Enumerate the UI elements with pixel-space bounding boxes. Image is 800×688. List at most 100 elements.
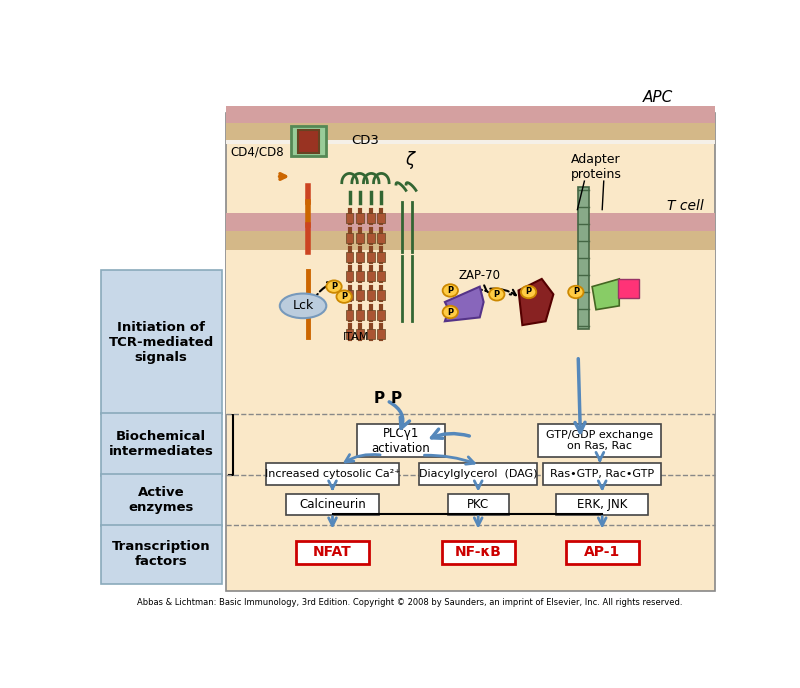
FancyBboxPatch shape [101,475,222,526]
Text: ζ: ζ [406,151,414,169]
Bar [226,106,715,140]
Polygon shape [592,279,619,310]
Text: AP-1: AP-1 [584,546,620,559]
Text: GTP/GDP exchange
on Ras, Rac: GTP/GDP exchange on Ras, Rac [546,430,654,451]
Bar [346,271,354,281]
Bar [578,186,589,329]
FancyBboxPatch shape [226,231,715,252]
Text: NF-κB: NF-κB [454,546,502,559]
Bar [346,252,354,262]
Bar [367,213,375,224]
Polygon shape [518,279,554,325]
Bar [346,233,354,243]
FancyBboxPatch shape [419,463,537,484]
Text: P: P [374,391,385,406]
Text: P: P [526,288,532,297]
FancyBboxPatch shape [266,463,399,484]
FancyBboxPatch shape [442,541,514,563]
Bar [356,310,363,320]
FancyBboxPatch shape [101,413,222,476]
Bar [356,233,363,243]
FancyBboxPatch shape [298,129,319,153]
FancyBboxPatch shape [556,494,648,515]
Bar [356,252,363,262]
FancyBboxPatch shape [226,213,715,233]
Bar [356,271,363,281]
Text: P: P [447,308,454,316]
Text: ERK, JNK: ERK, JNK [577,498,627,511]
Bar [226,114,715,591]
Text: T cell: T cell [666,199,703,213]
FancyBboxPatch shape [538,424,662,457]
Bar [356,329,363,339]
Bar [226,106,715,144]
Bar [378,213,386,224]
Bar [367,290,375,301]
Text: CD4/CD8: CD4/CD8 [230,145,284,158]
Text: P: P [331,282,337,291]
Bar [356,213,363,224]
FancyBboxPatch shape [291,126,326,156]
Bar [367,271,375,281]
FancyBboxPatch shape [302,137,315,147]
Bar [367,252,375,262]
Bar [618,279,639,298]
FancyBboxPatch shape [566,541,638,563]
Bar [367,233,375,243]
Text: ITAM: ITAM [342,332,369,342]
Bar [346,310,354,320]
Bar [346,213,354,224]
Ellipse shape [521,286,536,298]
Bar [378,233,386,243]
FancyBboxPatch shape [296,541,369,563]
Text: Adapter
proteins: Adapter proteins [570,153,622,181]
Bar [356,290,363,301]
Ellipse shape [326,281,342,293]
FancyBboxPatch shape [447,494,509,515]
Bar [367,310,375,320]
Bar [226,250,715,413]
Text: Ras•GTP, Rac•GTP: Ras•GTP, Rac•GTP [550,469,654,479]
Ellipse shape [280,294,326,318]
FancyBboxPatch shape [286,494,378,515]
Text: Abbas & Lichtman: Basic Immunology, 3rd Edition. Copyright © 2008 by Saunders, a: Abbas & Lichtman: Basic Immunology, 3rd … [138,598,682,607]
Text: PLCγ1
activation: PLCγ1 activation [371,427,430,455]
Text: Lck: Lck [293,299,314,312]
Text: P: P [494,290,500,299]
Bar [378,290,386,301]
FancyBboxPatch shape [543,463,661,484]
Text: P: P [390,391,402,406]
Text: Increased cytosolic Ca²⁺: Increased cytosolic Ca²⁺ [265,469,400,479]
Text: Diacylglycerol  (DAG): Diacylglycerol (DAG) [419,469,538,479]
Text: Calcineurin: Calcineurin [299,498,366,511]
FancyBboxPatch shape [357,424,445,457]
Ellipse shape [337,290,352,303]
Ellipse shape [442,305,458,319]
FancyBboxPatch shape [226,106,715,125]
Bar [378,271,386,281]
Bar [367,329,375,339]
Bar [378,329,386,339]
FancyBboxPatch shape [101,270,222,414]
Text: P: P [447,286,454,295]
Bar [346,290,354,301]
Bar [346,329,354,339]
Text: Active
enzymes: Active enzymes [129,486,194,515]
Text: ZAP-70: ZAP-70 [458,268,500,281]
FancyBboxPatch shape [226,123,715,140]
Text: P: P [341,292,347,301]
Bar [378,310,386,320]
Ellipse shape [568,286,583,298]
Text: NFAT: NFAT [313,546,352,559]
Ellipse shape [442,284,458,297]
Text: PKC: PKC [467,498,490,511]
Text: Initiation of
TCR-mediated
signals: Initiation of TCR-mediated signals [109,321,214,364]
Text: APC: APC [643,90,673,105]
Polygon shape [445,287,484,321]
Ellipse shape [489,288,505,301]
Text: Transcription
factors: Transcription factors [112,540,210,568]
FancyBboxPatch shape [101,524,222,584]
Bar [378,252,386,262]
Text: Biochemical
intermediates: Biochemical intermediates [109,431,214,458]
Text: CD3: CD3 [351,133,379,147]
